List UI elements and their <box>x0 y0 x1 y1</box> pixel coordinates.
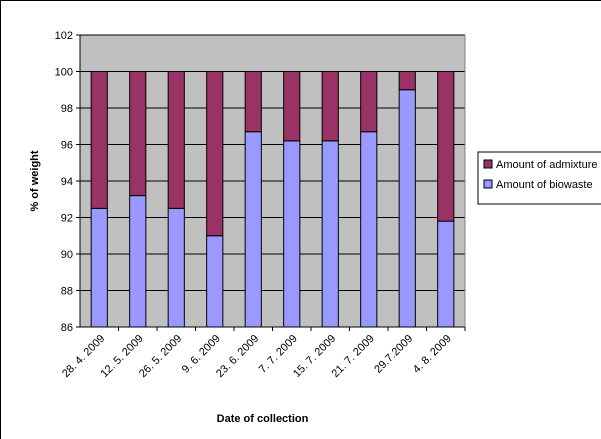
bar-amount-of-admixture-3 <box>206 71 224 237</box>
x-axis-title: Date of collection <box>217 413 309 425</box>
bar-amount-of-biowaste-1 <box>129 195 147 328</box>
bar-amount-of-admixture-7 <box>360 71 378 133</box>
bar-amount-of-admixture-8 <box>398 71 416 91</box>
bar-amount-of-biowaste-9 <box>437 220 455 328</box>
bar-amount-of-biowaste-8 <box>398 89 416 328</box>
legend-swatch-amount-of-admixture <box>483 159 493 169</box>
legend: Amount of admixture Amount of biowaste <box>477 151 601 205</box>
y-tick-label-86: 86 <box>61 322 73 334</box>
bar-amount-of-biowaste-7 <box>360 131 378 328</box>
bar-amount-of-admixture-5 <box>283 71 301 142</box>
bar-amount-of-admixture-6 <box>321 71 339 142</box>
bar-amount-of-admixture-2 <box>167 71 185 209</box>
y-axis-title: % of weight <box>29 150 41 211</box>
y-tick-label-88: 88 <box>61 286 73 298</box>
bar-amount-of-biowaste-4 <box>244 131 262 328</box>
legend-label-amount-of-biowaste: Amount of biowaste <box>496 179 593 191</box>
y-tick-label-98: 98 <box>61 103 73 115</box>
y-tick-label-92: 92 <box>61 213 73 225</box>
legend-label-amount-of-admixture: Amount of admixture <box>496 159 598 171</box>
bar-amount-of-biowaste-0 <box>90 207 108 328</box>
y-tick-label-96: 96 <box>61 140 73 152</box>
bar-amount-of-admixture-1 <box>129 71 147 197</box>
bar-amount-of-biowaste-2 <box>167 207 185 328</box>
bar-amount-of-admixture-4 <box>244 71 262 133</box>
bar-amount-of-admixture-9 <box>437 71 455 222</box>
legend-box <box>477 151 601 205</box>
y-tick-label-102: 102 <box>55 30 73 42</box>
y-tick-label-94: 94 <box>61 176 73 188</box>
y-tick-label-100: 100 <box>55 67 73 79</box>
legend-swatch-amount-of-biowaste <box>483 179 493 189</box>
y-tick-label-90: 90 <box>61 249 73 261</box>
bar-amount-of-biowaste-3 <box>206 235 224 328</box>
bar-amount-of-biowaste-6 <box>321 140 339 328</box>
bar-amount-of-biowaste-5 <box>283 140 301 328</box>
bars <box>90 71 455 328</box>
bar-amount-of-admixture-0 <box>90 71 108 209</box>
